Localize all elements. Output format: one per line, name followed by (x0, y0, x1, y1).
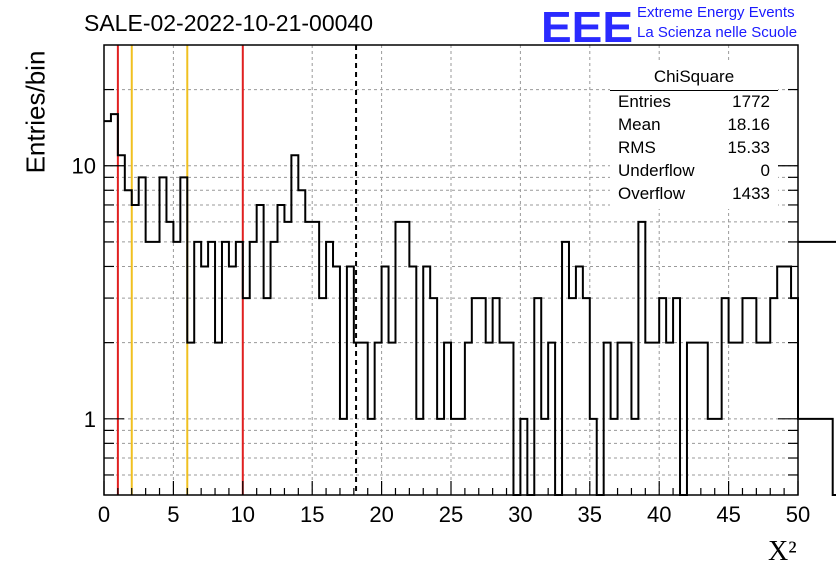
stats-label: Mean (618, 115, 661, 134)
stats-value: 1772 (732, 92, 770, 111)
stats-row-overflow: Overflow 1433 (618, 184, 770, 206)
x-tick-label: 0 (98, 502, 110, 527)
stats-value: 1433 (732, 184, 770, 203)
x-tick-label: 40 (647, 502, 671, 527)
stats-divider (610, 90, 778, 91)
y-axis-title: Entries/bin (20, 50, 51, 174)
x-tick-label: 50 (786, 502, 810, 527)
tick-labels: 0 5 10 15 20 25 30 35 40 45 50 1 10 (72, 154, 811, 527)
x-tick-label: 25 (439, 502, 463, 527)
stats-label: Entries (618, 92, 671, 111)
stats-row-mean: Mean 18.16 (618, 115, 770, 137)
stats-box: ChiSquare Entries 1772 Mean 18.16 RMS 15… (610, 63, 778, 209)
stats-label: Underflow (618, 161, 695, 180)
stats-label: RMS (618, 138, 656, 157)
stats-row-rms: RMS 15.33 (618, 138, 770, 160)
stats-value: 18.16 (727, 115, 770, 134)
stats-value: 0 (760, 161, 770, 180)
axes (103, 44, 799, 496)
brand-name: Extreme Energy Events (637, 4, 795, 21)
x-axis-title: X² (768, 536, 797, 567)
x-tick-label: 30 (508, 502, 532, 527)
y-tick-label: 1 (84, 407, 96, 432)
x-tick-label: 5 (167, 502, 179, 527)
y-tick-label: 10 (72, 154, 96, 179)
stats-title: ChiSquare (653, 67, 735, 86)
brand-subtitle: La Scienza nelle Scuole (637, 24, 798, 41)
x-tick-label: 10 (231, 502, 255, 527)
eee-logo-text: EEE (541, 3, 633, 44)
x-tick-label: 45 (716, 502, 740, 527)
x-tick-label: 35 (578, 502, 602, 527)
run-title: SALE-02-2022-10-21-00040 (84, 10, 373, 36)
eee-logo: EEE (541, 3, 633, 44)
stats-value: 15.33 (727, 138, 770, 157)
x-tick-label: 20 (369, 502, 393, 527)
chi-square-markers (116, 45, 358, 495)
stats-row-underflow: Underflow 0 (618, 161, 770, 183)
stats-row-entries: Entries 1772 (618, 92, 770, 114)
stats-label: Overflow (618, 184, 686, 203)
x-tick-label: 15 (300, 502, 324, 527)
